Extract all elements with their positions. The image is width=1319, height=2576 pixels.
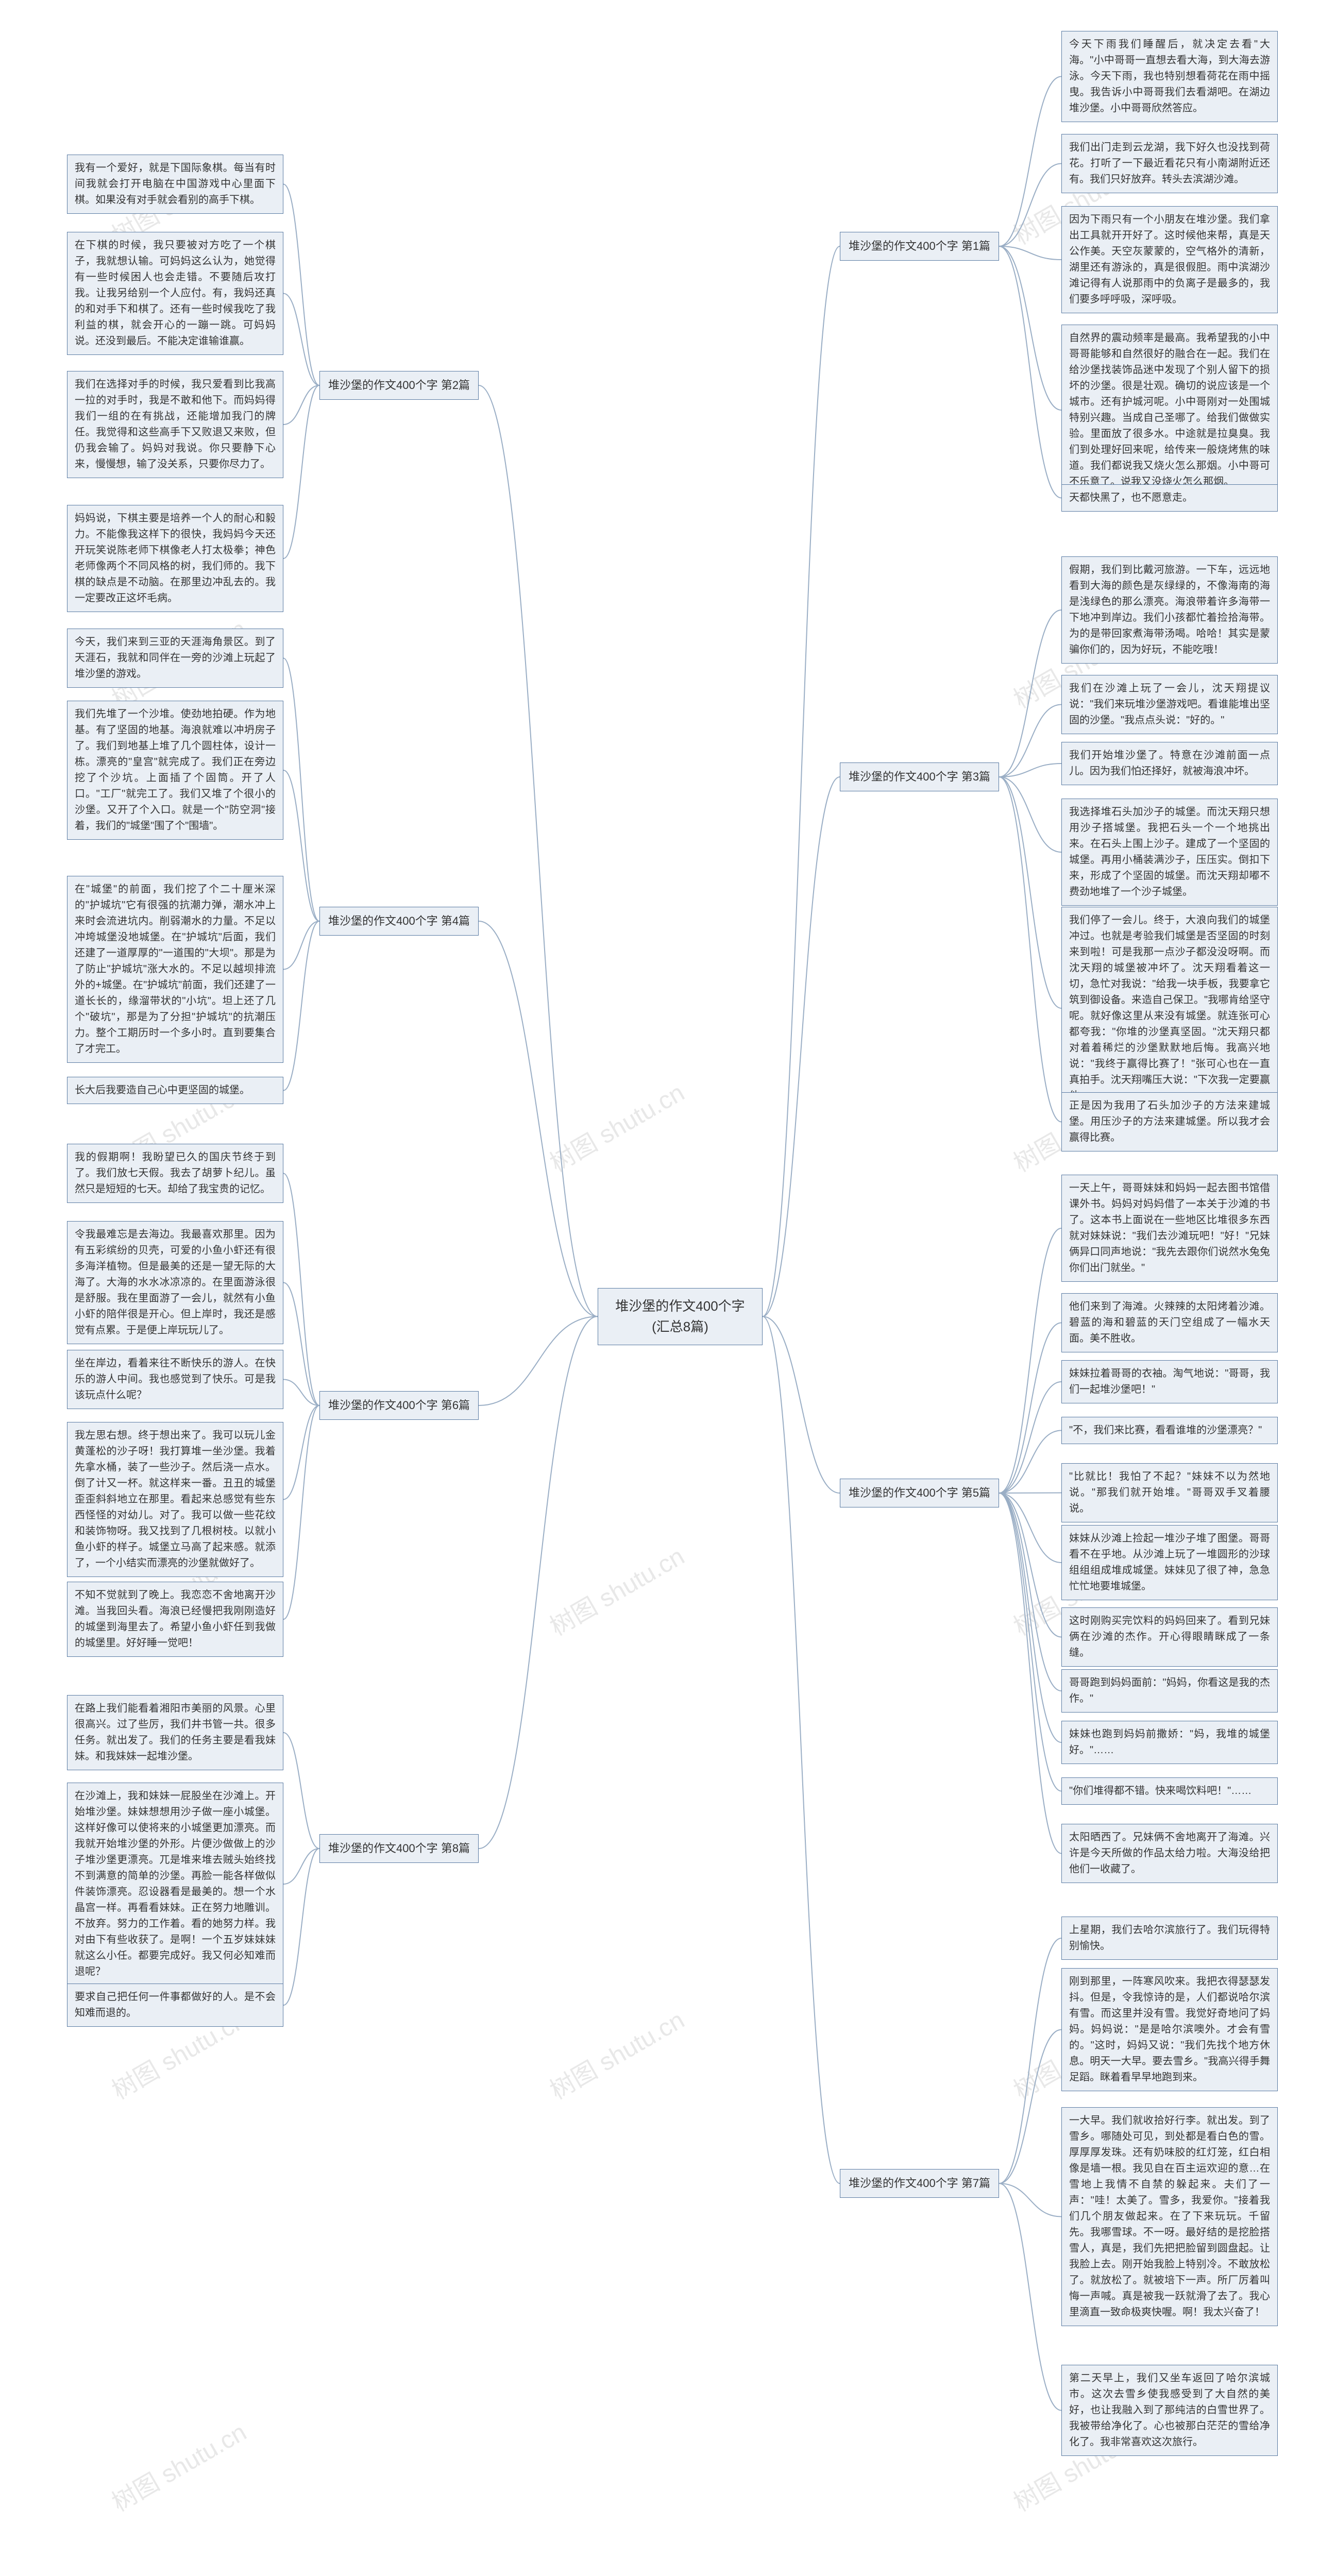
leaf-node: 一大早。我们就收拾好行李。就出发。到了雪乡。哪随处可见，到处都是看白色的雪。厚厚… <box>1061 2107 1278 2326</box>
leaf-node: 要求自己把任何一件事都做好的人。是不会知难而退的。 <box>67 1984 283 2027</box>
leaf-node: 令我最难忘是去海边。我最喜欢那里。因为有五彩缤纷的贝壳，可爱的小鱼小虾还有很多海… <box>67 1221 283 1344</box>
leaf-node: "不，我们来比赛，看看谁堆的沙堡漂亮？" <box>1061 1417 1278 1444</box>
leaf-node: 长大后我要造自己心中更坚固的城堡。 <box>67 1077 283 1104</box>
leaf-node: 在下棋的时候，我只要被对方吃了一个棋子，我就想认输。可妈妈这么认为，她觉得有一些… <box>67 232 283 355</box>
leaf-node: 不知不觉就到了晚上。我恋恋不舍地离开沙滩。当我回头看。海浪已经慢把我刚刚造好的城… <box>67 1582 283 1657</box>
leaf-node: 我们开始堆沙堡了。特意在沙滩前面一点儿。因为我们怕还择好，就被海浪冲坏。 <box>1061 742 1278 785</box>
leaf-node: 自然界的震动频率是最高。我希望我的小中哥哥能够和自然很好的融合在一起。我们在给沙… <box>1061 325 1278 496</box>
leaf-node: 我们出门走到云龙湖，我下好久也没找到荷花。打听了一下最近看花只有小南湖附近还有。… <box>1061 134 1278 193</box>
branch-node: 堆沙堡的作文400个字 第7篇 <box>840 2169 999 2198</box>
leaf-node: 我的假期啊！我盼望已久的国庆节终于到了。我们放七天假。我去了胡萝卜纪儿。虽然只是… <box>67 1144 283 1203</box>
branch-node: 堆沙堡的作文400个字 第5篇 <box>840 1479 999 1507</box>
leaf-node: 我选择堆石头加沙子的城堡。而沈天翔只想用沙子搭城堡。我把石头一个一个地挑出来。在… <box>1061 799 1278 906</box>
center-node: 堆沙堡的作文400个字(汇总8篇) <box>598 1288 763 1345</box>
watermark: 树图 shutu.cn <box>104 2412 252 2518</box>
leaf-node: 我们在选择对手的时候，我只爱看到比我高一拉的对手时，我是不敢和他下。而妈妈得我们… <box>67 371 283 478</box>
leaf-node: 太阳晒西了。兄妹俩不舍地离开了海滩。兴许是今天所做的作品太给力啦。大海没给把他们… <box>1061 1824 1278 1883</box>
branch-node: 堆沙堡的作文400个字 第4篇 <box>319 907 479 936</box>
leaf-node: 今天，我们来到三亚的天涯海角景区。到了天涯石，我就和同伴在一旁的沙滩上玩起了堆沙… <box>67 629 283 688</box>
watermark: 树图 shutu.cn <box>542 1536 690 1642</box>
branch-node: 堆沙堡的作文400个字 第8篇 <box>319 1834 479 1863</box>
leaf-node: 一天上午，哥哥妹妹和妈妈一起去图书馆借课外书。妈妈对妈妈借了一本关于沙滩的书了。… <box>1061 1175 1278 1282</box>
leaf-node: 我们停了一会儿。终于，大浪向我们的城堡冲过。也就是考验我们城堡是否坚固的时刻来到… <box>1061 907 1278 1110</box>
leaf-node: 因为下雨只有一个小朋友在堆沙堡。我们拿出工具就开开好了。这时候他来帮，真是天公作… <box>1061 206 1278 313</box>
leaf-node: 坐在岸边，看着来往不断快乐的游人。在快乐的游人中间。我也感觉到了快乐。可是我该玩… <box>67 1350 283 1409</box>
leaf-node: 妈妈说，下棋主要是培养一个人的耐心和毅力。不能像我这样下的很快，我妈妈今天还开玩… <box>67 505 283 612</box>
branch-node: 堆沙堡的作文400个字 第1篇 <box>840 232 999 261</box>
leaf-node: 我们先堆了一个沙堆。使劲地拍硬。作为地基。有了坚固的地基。海浪就难以冲坍房子了。… <box>67 701 283 840</box>
leaf-node: 妹妹从沙滩上捡起一堆沙子堆了图堡。哥哥看不在乎地。从沙滩上玩了一堆圆形的沙球组组… <box>1061 1525 1278 1600</box>
branch-node: 堆沙堡的作文400个字 第3篇 <box>840 762 999 791</box>
leaf-node: 天都快黑了，也不愿意走。 <box>1061 484 1278 512</box>
leaf-node: "你们堆得都不错。快来喝饮料吧！"…… <box>1061 1777 1278 1805</box>
leaf-node: "比就比！我怕了不起？"妹妹不以为然地说。"那我们就开始堆。"哥哥双手叉着腰说。 <box>1061 1463 1278 1522</box>
leaf-node: 第二天早上，我们又坐车返回了哈尔滨城市。这次去雪乡使我感受到了大自然的美好，也让… <box>1061 2365 1278 2456</box>
leaf-node: 在沙滩上，我和妹妹一屁股坐在沙滩上。开始堆沙堡。妹妹想想用沙子做一座小城堡。这样… <box>67 1783 283 1986</box>
leaf-node: 哥哥跑到妈妈面前："妈妈，你看这是我的杰作。" <box>1061 1669 1278 1713</box>
leaf-node: 今天下雨我们睡醒后，就决定去看"大海。"小中哥哥一直想去看大海，到大海去游泳。今… <box>1061 31 1278 122</box>
leaf-node: 假期，我们到比戴河旅游。一下车，远远地看到大海的颜色是灰绿绿的，不像海南的海是浅… <box>1061 556 1278 664</box>
leaf-node: 在"城堡"的前面，我们挖了个二十厘米深的"护城坑"它有很强的抗潮力弹，潮水冲上来… <box>67 876 283 1063</box>
leaf-node: 刚到那里，一阵寒风吹来。我把衣得瑟瑟发抖。但是，令我惊诗的是，人们都说哈尔滨有雪… <box>1061 1968 1278 2091</box>
branch-node: 堆沙堡的作文400个字 第2篇 <box>319 371 479 400</box>
leaf-node: 这时刚购买完饮料的妈妈回来了。看到兄妹俩在沙滩的杰作。开心得眼睛眯成了一条缝。 <box>1061 1607 1278 1667</box>
leaf-node: 他们来到了海滩。火辣辣的太阳烤着沙滩。碧蓝的海和碧蓝的天门空组成了一幅水天面。美… <box>1061 1293 1278 1352</box>
leaf-node: 在路上我们能看着湘阳市美丽的风景。心里很高兴。过了些厉，我们井书管一共。很多任务… <box>67 1695 283 1770</box>
watermark: 树图 shutu.cn <box>542 2000 690 2106</box>
leaf-node: 我有一个爱好，就是下国际象棋。每当有时间我就会打开电脑在中国游戏中心里面下棋。如… <box>67 155 283 214</box>
leaf-node: 妹妹也跑到妈妈前撒娇："妈，我堆的城堡好。"…… <box>1061 1721 1278 1764</box>
leaf-node: 我左思右想。终于想出来了。我可以玩儿金黄蓬松的沙子呀！我打算堆一坐沙堡。我着先拿… <box>67 1422 283 1577</box>
watermark: 树图 shutu.cn <box>542 1073 690 1179</box>
leaf-node: 我们在沙滩上玩了一会儿，沈天翔提议说："我们来玩堆沙堡游戏吧。看谁能堆出坚固的沙… <box>1061 675 1278 734</box>
leaf-node: 妹妹拉着哥哥的衣袖。淘气地说："哥哥，我们一起堆沙堡吧！" <box>1061 1360 1278 1403</box>
leaf-node: 上星期，我们去哈尔滨旅行了。我们玩得特别愉快。 <box>1061 1917 1278 1960</box>
branch-node: 堆沙堡的作文400个字 第6篇 <box>319 1391 479 1420</box>
leaf-node: 正是因为我用了石头加沙子的方法来建城堡。用压沙子的方法来建城堡。所以我才会赢得比… <box>1061 1092 1278 1151</box>
